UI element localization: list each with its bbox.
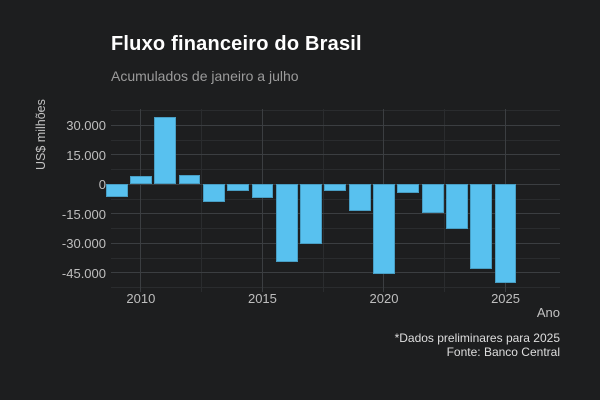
bar-2010 bbox=[129, 176, 152, 185]
y-tick-label-0: 0 bbox=[98, 177, 106, 193]
y-minor-gridline--7500 bbox=[111, 198, 560, 200]
y-major-gridline-30000 bbox=[111, 124, 560, 126]
y-tick-label--45000: -45.000 bbox=[61, 265, 106, 281]
bar-2025 bbox=[494, 184, 517, 284]
x-tick-label-2025: 2025 bbox=[491, 291, 520, 306]
y-major-gridline--15000 bbox=[111, 213, 560, 215]
y-minor-gridline-22500 bbox=[111, 139, 560, 141]
chart-caption: *Dados preliminares para 2025 Fonte: Ban… bbox=[160, 331, 560, 359]
plot-panel bbox=[105, 108, 560, 292]
x-tick-label-2015: 2015 bbox=[247, 291, 277, 306]
y-minor-gridline--22500 bbox=[111, 228, 560, 230]
x-major-gridline-2015 bbox=[261, 108, 263, 292]
y-major-gridline-15000 bbox=[111, 154, 560, 156]
y-major-gridline--30000 bbox=[111, 242, 560, 244]
bar-2016 bbox=[275, 184, 298, 263]
x-minor-gridline-2022.5 bbox=[444, 108, 446, 292]
y-tick-label-15000: 15.000 bbox=[66, 147, 106, 163]
y-tick-label--15000: -15.000 bbox=[61, 206, 106, 222]
y-major-gridline--45000 bbox=[111, 272, 560, 274]
y-minor-gridline-37500 bbox=[111, 110, 560, 112]
chart-subtitle: Acumulados de janeiro a julho bbox=[111, 68, 299, 84]
x-axis-title: Ano bbox=[536, 305, 560, 320]
x-minor-gridline-2017.5 bbox=[322, 108, 324, 292]
bar-2020 bbox=[373, 184, 395, 275]
x-tick-label-2010: 2010 bbox=[126, 291, 156, 306]
bar-2018 bbox=[324, 184, 347, 192]
bar-2012 bbox=[178, 174, 201, 185]
bar-2011 bbox=[154, 117, 177, 185]
bar-2015 bbox=[251, 184, 274, 199]
bar-2023 bbox=[445, 184, 468, 230]
y-minor-gridline--37500 bbox=[111, 257, 560, 259]
bar-2017 bbox=[300, 184, 322, 245]
caption-note: *Dados preliminares para 2025 bbox=[394, 331, 560, 345]
chart-title: Fluxo financeiro do Brasil bbox=[111, 33, 362, 55]
caption-source: Fonte: Banco Central bbox=[446, 344, 560, 359]
bar-2009 bbox=[105, 184, 128, 197]
x-minor-gridline-2012.5 bbox=[201, 108, 203, 292]
y-tick-label-30000: 30.000 bbox=[66, 118, 106, 134]
bar-2021 bbox=[397, 184, 420, 194]
bar-2024 bbox=[470, 184, 493, 270]
bar-2013 bbox=[202, 184, 225, 203]
bar-2022 bbox=[421, 184, 444, 214]
y-tick-label--30000: -30.000 bbox=[61, 236, 106, 252]
y-minor-gridline-7500 bbox=[111, 169, 560, 171]
x-tick-label-2020: 2020 bbox=[369, 291, 399, 306]
bar-2014 bbox=[227, 184, 250, 192]
x-major-gridline-2010 bbox=[140, 108, 142, 292]
y-minor-gridline--52500 bbox=[111, 287, 560, 289]
bar-2019 bbox=[348, 184, 371, 212]
